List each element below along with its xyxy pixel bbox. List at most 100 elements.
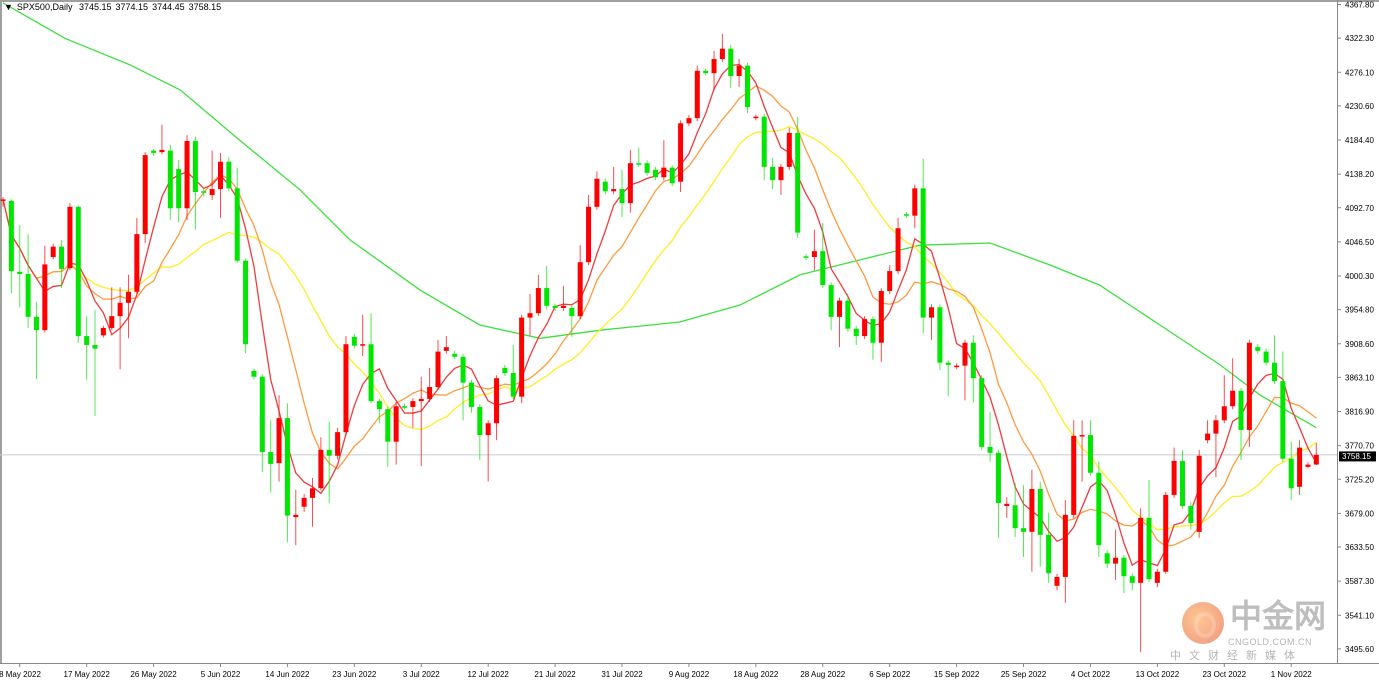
candle-body — [385, 409, 391, 442]
candle-bearish — [828, 282, 834, 331]
candle-bearish — [226, 157, 232, 192]
candle-body — [184, 141, 190, 209]
time-tick-label: 3 Jul 2022 — [403, 670, 440, 679]
candle-bearish — [1087, 420, 1093, 476]
candle-bullish — [310, 477, 316, 527]
candle-body — [719, 48, 725, 60]
candle-bullish — [67, 203, 73, 271]
candle-body — [50, 246, 56, 258]
candle-bullish — [678, 120, 684, 193]
candle-bearish — [820, 223, 826, 289]
candle-bearish — [1280, 351, 1286, 462]
candle-body — [1263, 351, 1269, 363]
candle-bearish — [176, 160, 182, 223]
candle-body — [878, 291, 884, 343]
price-tick-label: 3725.20 — [1345, 475, 1374, 484]
candle-body — [1255, 347, 1261, 351]
price-tick-label: 3863.10 — [1345, 373, 1374, 382]
candle-body — [862, 319, 868, 337]
candle-body — [301, 497, 307, 507]
candle-body — [318, 449, 324, 489]
candle-body — [744, 65, 750, 108]
candle-bullish — [335, 427, 341, 460]
candle-bullish — [895, 217, 901, 275]
candle-body — [368, 344, 374, 402]
candle-bearish — [770, 158, 776, 190]
time-axis: 8 May 2022 17 May 2022 26 May 2022 5 Jun 20… — [0, 663, 1312, 679]
price-tick-label: 3954.80 — [1345, 306, 1374, 315]
candle-body — [1087, 435, 1093, 473]
collapse-triangle-icon[interactable]: ▼ — [4, 2, 13, 12]
candle-body — [711, 59, 717, 74]
candle-bullish — [50, 243, 56, 260]
candle-body — [920, 188, 926, 318]
candle-body — [75, 206, 81, 337]
candle-bearish — [728, 44, 734, 88]
candle-body — [870, 319, 876, 343]
candle-body — [100, 327, 106, 336]
price-tick-label: 3770.70 — [1345, 442, 1374, 451]
candle-body — [0, 199, 6, 201]
candle-bearish — [460, 353, 466, 421]
time-tick-label: 15 Sep 2022 — [934, 670, 980, 679]
candle-body — [1054, 576, 1060, 586]
candle-body — [1129, 576, 1135, 583]
candle-bearish — [468, 379, 474, 413]
candle-body — [117, 302, 123, 317]
time-tick-label: 17 May 2022 — [64, 670, 111, 679]
candle-body — [410, 401, 416, 408]
candle-bullish — [611, 166, 617, 195]
candle-bearish — [201, 187, 207, 197]
candle-body — [1280, 381, 1286, 459]
candle-bullish — [519, 314, 525, 404]
ma60-line-group — [2, 2, 1317, 429]
time-tick-label: 4 Oct 2022 — [1071, 670, 1111, 679]
candle-bullish — [1062, 500, 1068, 603]
moving-averages — [2, 63, 1317, 567]
candle-body — [1271, 362, 1277, 382]
chart-frame-top — [0, 0, 1379, 2]
price-tick-label: 3541.10 — [1345, 611, 1374, 620]
candle-bullish — [954, 363, 960, 370]
candle-body — [586, 206, 592, 263]
chart-frame-left — [0, 0, 2, 663]
current-price-label: 3758.15 — [1339, 451, 1376, 462]
candle-body — [519, 317, 525, 397]
candle-bullish — [142, 152, 148, 243]
candle-body — [945, 362, 951, 365]
candle-body — [151, 150, 157, 153]
candle-bullish — [912, 184, 918, 229]
time-tick-label: 23 Jun 2022 — [332, 670, 377, 679]
time-tick-label: 31 Jul 2022 — [601, 670, 643, 679]
candle-body — [602, 181, 608, 192]
candle-body — [477, 407, 483, 436]
candle-body — [1079, 435, 1085, 437]
candle-bullish — [435, 339, 441, 391]
candle-bullish — [418, 376, 424, 467]
time-tick-label: 23 Oct 2022 — [1202, 670, 1246, 679]
candle-bullish — [1196, 449, 1202, 538]
candle-body — [770, 166, 776, 181]
candle-bullish — [594, 171, 600, 210]
candle-body — [1146, 517, 1152, 580]
candle-body — [1163, 494, 1169, 572]
candle-body — [552, 305, 558, 309]
candle-body — [544, 288, 550, 306]
candle-bullish — [494, 375, 500, 441]
candle-bullish — [686, 115, 692, 127]
time-tick-label: 21 Jul 2022 — [534, 670, 576, 679]
candle-body — [1004, 503, 1010, 507]
candle-body — [351, 336, 357, 346]
candle-body — [987, 446, 993, 453]
candle-bullish — [410, 398, 416, 428]
candle-body — [577, 262, 583, 317]
candle-body — [887, 271, 893, 292]
candle-bearish — [25, 234, 31, 328]
candle-body — [335, 432, 341, 456]
price-tick-label: 4092.70 — [1345, 204, 1374, 213]
candle-body — [803, 256, 809, 258]
candle-bearish — [33, 302, 39, 379]
candle-bearish — [1037, 481, 1043, 567]
candle-bullish — [1154, 568, 1160, 588]
price-tick-label: 3908.60 — [1345, 340, 1374, 349]
